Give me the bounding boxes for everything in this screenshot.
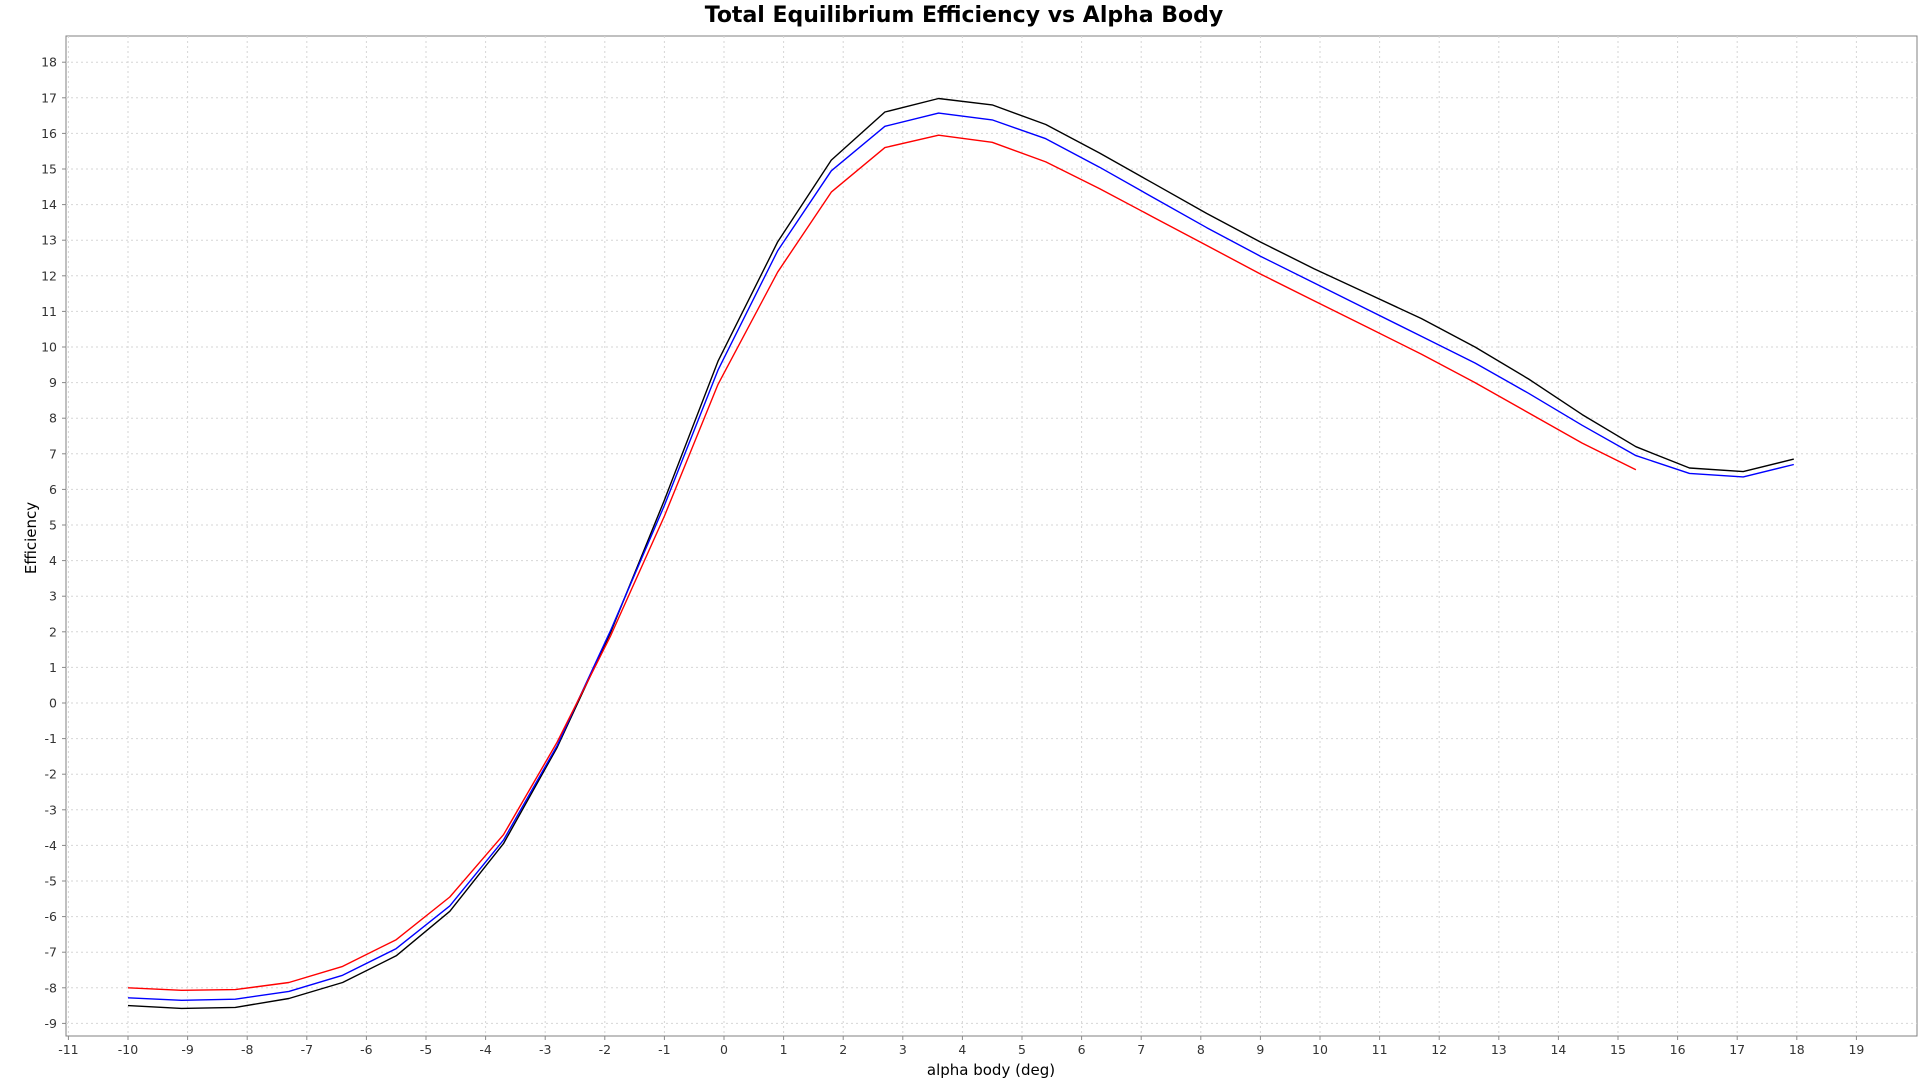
y-tick-label: -3	[45, 802, 57, 817]
x-tick-label: 9	[1256, 1042, 1264, 1057]
y-tick-label: -8	[45, 980, 58, 995]
x-tick-label: -6	[360, 1042, 373, 1057]
x-tick-label: 7	[1137, 1042, 1145, 1057]
plot-frame	[65, 35, 1918, 1037]
series-line-3	[127, 134, 1637, 991]
y-tick-label: -5	[45, 874, 57, 889]
x-tick-label: 13	[1491, 1042, 1507, 1057]
y-tick-label: 18	[41, 55, 57, 70]
y-axis-label: Efficiency	[22, 502, 40, 574]
x-tick-label: 19	[1848, 1042, 1864, 1057]
x-tick-label: 10	[1312, 1042, 1328, 1057]
x-tick-label: 12	[1431, 1042, 1447, 1057]
y-tick-label: 8	[49, 411, 57, 426]
series-line-1	[127, 97, 1794, 1010]
y-tick-label: 6	[49, 482, 57, 497]
y-tick-label: 17	[41, 90, 57, 105]
y-tick-label: -7	[45, 945, 57, 960]
x-tick-label: -9	[181, 1042, 194, 1057]
x-tick-label: 0	[720, 1042, 728, 1057]
x-tick-label: 18	[1789, 1042, 1805, 1057]
y-tick-label: 10	[41, 340, 57, 355]
y-tick-label: 12	[41, 268, 57, 283]
y-tick-label: 2	[49, 624, 57, 639]
x-tick-label: -10	[118, 1042, 138, 1057]
y-tick-label: -9	[45, 1016, 58, 1031]
x-tick-label: 16	[1670, 1042, 1686, 1057]
y-tick-label: 11	[41, 304, 57, 319]
x-tick-label: 1	[780, 1042, 788, 1057]
y-tick-label: 13	[41, 233, 57, 248]
plot-area: -11 -10 -9 -8 -7 -6 -5 -4 -3 -2 -1 0 1 2 3 4 5 6 7 8 9 10 11 12…	[41, 35, 1918, 1057]
x-tick-label: 4	[958, 1042, 966, 1057]
y-tick-label: 7	[49, 446, 57, 461]
x-tick-label: 8	[1197, 1042, 1205, 1057]
x-tick-label: -5	[420, 1042, 432, 1057]
y-tick-label: 3	[49, 589, 57, 604]
y-tick-label: -4	[45, 838, 58, 853]
x-tick-label: 11	[1372, 1042, 1388, 1057]
x-tick-label: -8	[241, 1042, 254, 1057]
y-tick-label: -6	[45, 909, 58, 924]
y-tick-label: 0	[49, 696, 57, 711]
y-tick-label: 14	[41, 197, 57, 212]
x-tick-label: 17	[1729, 1042, 1745, 1057]
x-tick-label: 3	[899, 1042, 907, 1057]
x-tick-label: 5	[1018, 1042, 1026, 1057]
x-tick-label: -1	[658, 1042, 670, 1057]
x-tick-label: 14	[1550, 1042, 1566, 1057]
chart-title: Total Equilibrium Efficiency vs Alpha Bo…	[705, 3, 1224, 28]
x-tick-label: 2	[839, 1042, 847, 1057]
y-tick-label: -1	[45, 731, 57, 746]
y-tick-label: 15	[41, 162, 57, 177]
x-tick-label: 6	[1078, 1042, 1086, 1057]
y-tick-label: 9	[49, 375, 57, 390]
series-line-2	[127, 112, 1794, 1001]
x-tick-label: -3	[539, 1042, 551, 1057]
x-axis-label: alpha body (deg)	[927, 1061, 1055, 1079]
x-tick-label: -7	[301, 1042, 313, 1057]
y-tick-label: 5	[49, 518, 57, 533]
x-tick-label: -4	[479, 1042, 492, 1057]
x-tick-label: 15	[1610, 1042, 1626, 1057]
x-tick-label: -11	[58, 1042, 78, 1057]
y-tick-label: 16	[41, 126, 57, 141]
y-tick-label: 4	[49, 553, 57, 568]
y-tick-label: 1	[49, 660, 57, 675]
x-tick-label: -2	[599, 1042, 611, 1057]
y-tick-label: -2	[45, 767, 57, 782]
